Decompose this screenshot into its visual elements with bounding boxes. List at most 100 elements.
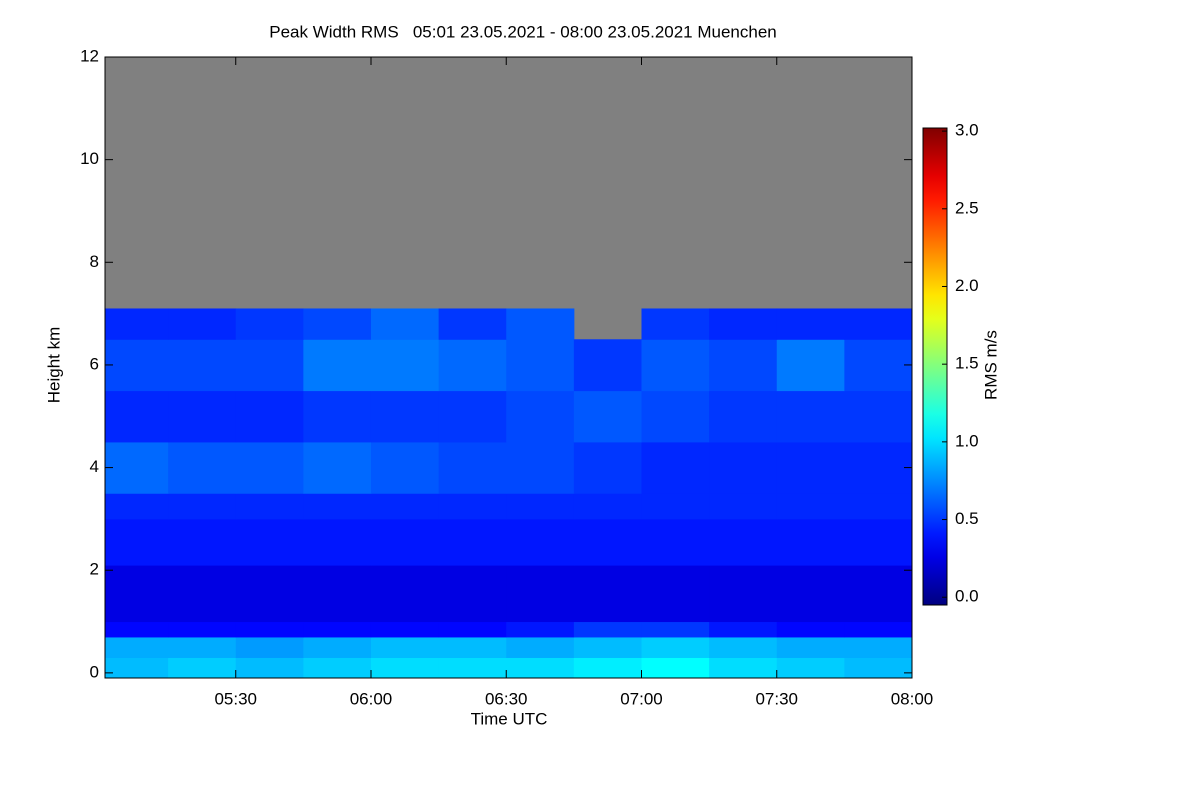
heat-cell [844, 308, 913, 340]
heat-cell [573, 657, 642, 679]
heat-cell [506, 308, 575, 340]
heat-cell [168, 390, 237, 443]
heat-cell [641, 657, 710, 679]
heat-cell [844, 636, 913, 658]
x-tick-label: 08:00 [891, 689, 934, 708]
heat-cell [709, 518, 778, 566]
colorbar-label: RMS m/s [981, 330, 1000, 400]
heat-cell [709, 636, 778, 658]
colorbar-tick-label: 2.0 [955, 276, 979, 295]
heat-cell [235, 518, 304, 566]
heat-cell [641, 308, 710, 340]
heat-cell [844, 518, 913, 566]
heat-cell [709, 441, 778, 494]
x-tick-label: 05:30 [214, 689, 257, 708]
heat-cell [506, 493, 575, 520]
heat-cell [438, 339, 507, 392]
heat-cell [105, 339, 169, 392]
heat-cell [844, 621, 913, 638]
heat-cell [303, 657, 372, 679]
heat-cell [235, 621, 304, 638]
heat-cell [709, 621, 778, 638]
heat-cell [370, 390, 440, 443]
heat-cell [370, 657, 440, 679]
heat-cell [844, 390, 913, 443]
heat-cell [573, 636, 642, 658]
plot-frame [104, 56, 913, 679]
heat-cell [776, 636, 845, 658]
heat-cell [844, 565, 913, 623]
y-tick-label: 10 [80, 149, 99, 168]
heat-cell [641, 390, 710, 443]
heat-cell [438, 493, 507, 520]
heat-cell [776, 621, 845, 638]
heat-cell [573, 565, 642, 623]
y-tick-label: 0 [90, 662, 99, 681]
heat-cell [776, 390, 845, 443]
heat-cell [370, 308, 440, 340]
heat-cell [573, 339, 642, 392]
heat-cell [105, 565, 169, 623]
heat-cell [303, 308, 372, 340]
heat-cell [641, 636, 710, 658]
heat-cell [709, 339, 778, 392]
heat-cell [506, 636, 575, 658]
heat-cell [235, 493, 304, 520]
colorbar-tick-label: 0.0 [955, 587, 979, 606]
y-tick-label: 8 [90, 252, 99, 271]
heat-cell [105, 657, 169, 679]
heat-cell [370, 441, 440, 494]
heat-cell [370, 339, 440, 392]
y-tick-label: 4 [90, 457, 99, 476]
heat-cell [438, 518, 507, 566]
heat-cell [776, 339, 845, 392]
heat-cell [438, 636, 507, 658]
heat-cell [776, 657, 845, 679]
heat-cell [641, 518, 710, 566]
heat-cell [776, 308, 845, 340]
heat-cell [506, 565, 575, 623]
heat-cell [105, 308, 169, 340]
heat-cell [105, 441, 169, 494]
x-axis-label: Time UTC [471, 709, 548, 728]
heat-cell [235, 636, 304, 658]
heat-cell [168, 493, 237, 520]
heat-cell [168, 636, 237, 658]
heat-cell [105, 390, 169, 443]
heat-cell [776, 565, 845, 623]
heat-cell [235, 565, 304, 623]
heat-cell [235, 339, 304, 392]
heat-cell [573, 390, 642, 443]
heat-cell [709, 657, 778, 679]
chart-title: Peak Width RMS 05:01 23.05.2021 - 08:00 … [269, 22, 777, 41]
colorbar-tick-label: 2.5 [955, 198, 979, 217]
heat-cell [235, 657, 304, 679]
heat-cell [105, 493, 169, 520]
heat-cell [709, 390, 778, 443]
colorbar-tick-label: 3.0 [955, 121, 979, 140]
heat-cell [844, 339, 913, 392]
heat-cell [641, 493, 710, 520]
heat-cell [168, 621, 237, 638]
heat-cell [573, 621, 642, 638]
heat-cell [303, 390, 372, 443]
colorbar [922, 127, 948, 606]
y-tick-label: 2 [90, 560, 99, 579]
heat-cell [105, 621, 169, 638]
x-tick-label: 07:30 [755, 689, 798, 708]
heat-cell [573, 518, 642, 566]
heat-cell [168, 657, 237, 679]
heat-cell [506, 621, 575, 638]
heat-cell [105, 636, 169, 658]
heat-cell [105, 518, 169, 566]
heat-cell [844, 441, 913, 494]
heat-cell [303, 441, 372, 494]
heat-cell [438, 565, 507, 623]
heat-cell [303, 339, 372, 392]
heat-cell [168, 339, 237, 392]
x-tick-label: 06:00 [350, 689, 393, 708]
heat-cell [235, 390, 304, 443]
heat-cell [303, 636, 372, 658]
